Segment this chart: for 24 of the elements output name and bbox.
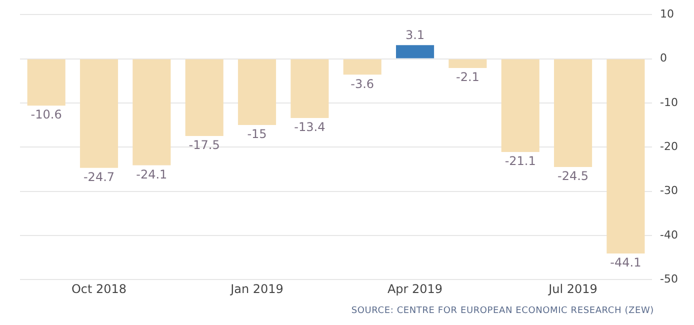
data-label: -3.6 [350,76,374,91]
y-tick-label: -40 [660,228,678,242]
data-label: 3.1 [405,28,425,42]
data-label: -24.7 [83,170,115,184]
y-tick-label: -50 [660,272,678,286]
data-label: -17.5 [188,138,220,152]
data-label: -24.5 [558,169,589,184]
data-label: -21.1 [504,154,536,168]
y-tick-label: 0 [660,52,668,65]
source-note: SOURCE: CENTRE FOR EUROPEAN ECONOMIC RESEARCH (ZEW) [351,306,654,316]
y-tick-label: -10 [660,96,678,109]
x-tick-label: Jan 2019 [230,282,284,296]
data-label: -44.1 [610,256,642,270]
x-tick-label: Oct 2018 [71,282,127,296]
y-tick-label: 10 [660,7,674,20]
y-tick-label: -30 [660,184,678,198]
data-label: -2.1 [456,70,480,84]
x-tick-label: Jul 2019 [548,282,598,296]
y-tick-label: -20 [660,140,678,153]
data-label: -13.4 [294,120,326,134]
x-tick-label: Apr 2019 [387,282,443,296]
data-label: -24.1 [136,167,168,182]
data-label: -10.6 [30,108,62,122]
data-label: -15 [247,127,267,142]
